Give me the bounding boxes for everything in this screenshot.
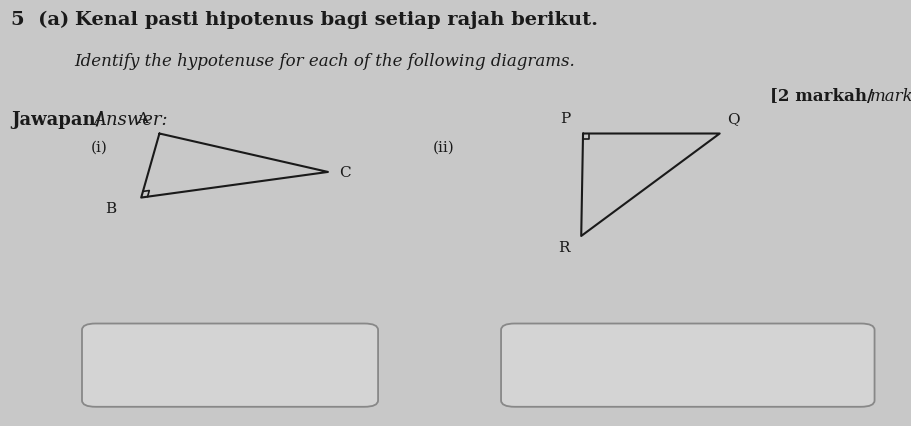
FancyBboxPatch shape	[501, 324, 875, 407]
Text: 5  (a): 5 (a)	[11, 11, 83, 29]
Text: Identify the hypotenuse for each of the following diagrams.: Identify the hypotenuse for each of the …	[75, 53, 576, 70]
Text: P: P	[560, 112, 570, 126]
Text: Jawapan/: Jawapan/	[11, 111, 102, 129]
Text: A: A	[138, 112, 148, 126]
Text: B: B	[106, 201, 117, 215]
Text: R: R	[558, 241, 569, 255]
Text: C: C	[339, 166, 351, 179]
Text: (i): (i)	[91, 141, 108, 155]
Text: Answer:: Answer:	[93, 111, 168, 129]
Text: [2 markah/: [2 markah/	[770, 87, 873, 104]
Text: (ii): (ii)	[433, 141, 455, 155]
Text: Kenal pasti hipotenus bagi setiap rajah berikut.: Kenal pasti hipotenus bagi setiap rajah …	[75, 11, 598, 29]
Text: Q: Q	[727, 112, 740, 126]
Text: marks]: marks]	[870, 87, 911, 104]
FancyBboxPatch shape	[82, 324, 378, 407]
